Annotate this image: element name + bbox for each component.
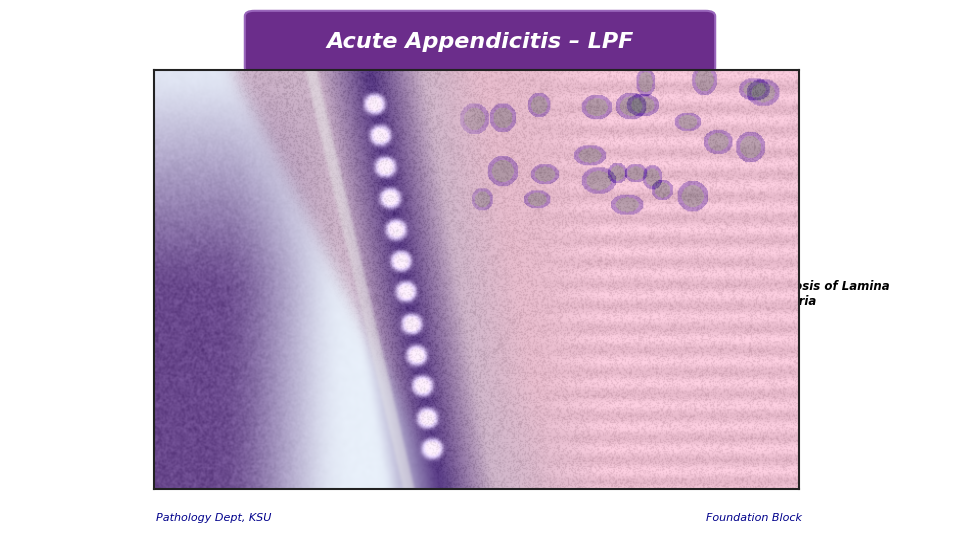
Text: Fibrosis of Lamina
propria: Fibrosis of Lamina propria: [768, 280, 890, 308]
Text: Scattered
Neutrophils in the
epithelium: Scattered Neutrophils in the epithelium: [376, 230, 497, 273]
Text: Foundation Block: Foundation Block: [706, 514, 802, 523]
Text: Lymph
Follicle: Lymph Follicle: [267, 421, 313, 449]
Text: Luminal
Debris: Luminal Debris: [162, 280, 214, 308]
Text: Smooth Muscle layer: Smooth Muscle layer: [615, 434, 754, 447]
Text: Acute Appendicitis – LPF: Acute Appendicitis – LPF: [326, 32, 634, 52]
Text: Pathology Dept, KSU: Pathology Dept, KSU: [156, 514, 271, 523]
FancyBboxPatch shape: [245, 11, 715, 73]
